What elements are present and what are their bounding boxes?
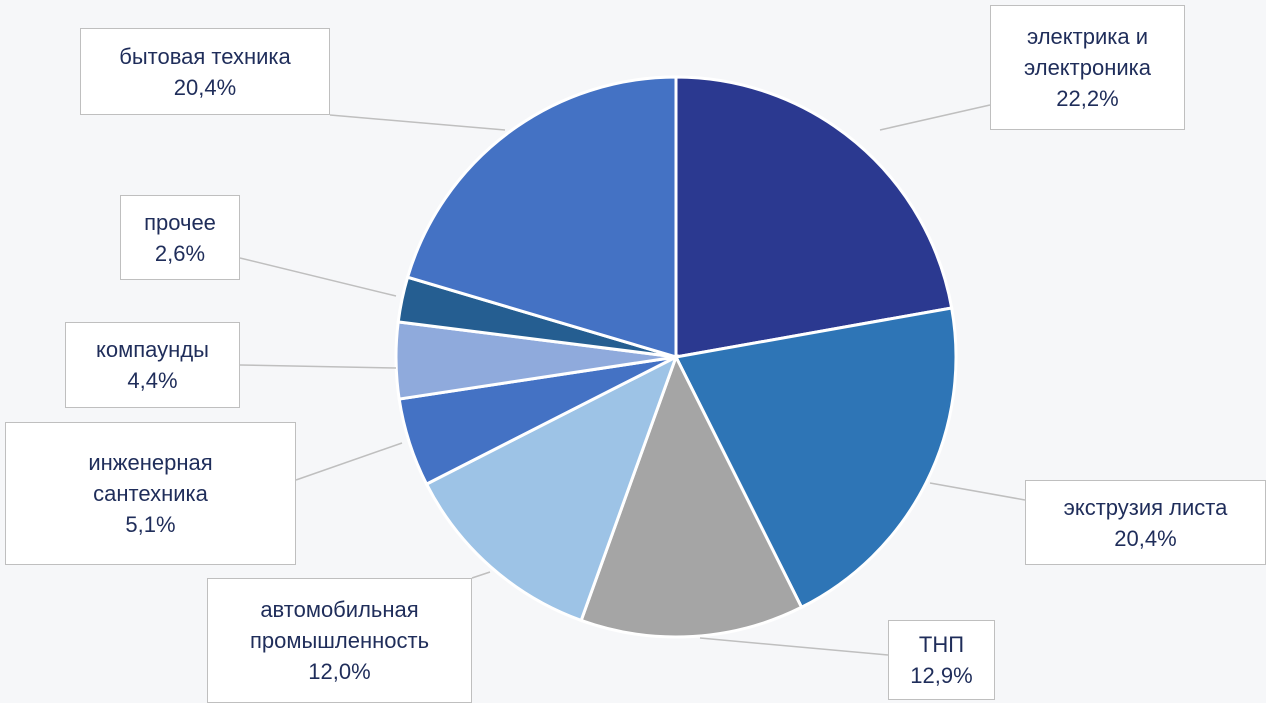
- data-label: ТНП 12,9%: [888, 620, 995, 700]
- category-name: ТНП: [918, 632, 965, 657]
- value-label: 20,4%: [173, 74, 237, 100]
- value-label: 12,9%: [910, 663, 973, 688]
- category-name: бытовая техника: [119, 43, 291, 69]
- leader-line: [239, 364, 397, 369]
- pie-slice: [424, 353, 679, 623]
- value-label: 2,6%: [154, 240, 206, 266]
- category-name: экструзия листа: [1063, 494, 1228, 520]
- value-label: 20,4%: [1114, 525, 1177, 551]
- data-label: бытовая техника 20,4%: [80, 28, 330, 115]
- leader-line: [239, 257, 397, 297]
- category-name: компаунды: [96, 337, 209, 362]
- leader-line: [295, 442, 403, 481]
- data-label: компаунды 4,4%: [65, 322, 240, 408]
- pie-slice: [579, 353, 804, 639]
- leader-line: [699, 637, 889, 656]
- data-label: инженерная сантехника 5,1%: [5, 422, 296, 565]
- category-name: электрика и электроника: [1023, 24, 1151, 80]
- category-name: инженерная сантехника: [88, 450, 213, 506]
- category-name: прочее: [144, 209, 216, 235]
- leader-line: [329, 114, 506, 131]
- leader-line: [879, 104, 991, 131]
- value-label: 4,4%: [127, 368, 178, 393]
- pie-slice: [673, 306, 958, 610]
- pie-slice: [674, 75, 954, 359]
- pie-slice: [405, 75, 678, 360]
- value-label: 5,1%: [125, 512, 176, 537]
- leader-line: [471, 571, 491, 579]
- leader-line: [929, 482, 1026, 501]
- value-label: 22,2%: [1056, 86, 1119, 111]
- value-label: 12,0%: [308, 659, 371, 684]
- category-name: автомобильная промышленность: [249, 597, 430, 653]
- data-label: прочее 2,6%: [120, 195, 240, 280]
- data-label: экструзия листа 20,4%: [1025, 480, 1266, 565]
- data-label: автомобильная промышленность 12,0%: [207, 578, 472, 703]
- data-label: электрика и электроника 22,2%: [990, 5, 1185, 130]
